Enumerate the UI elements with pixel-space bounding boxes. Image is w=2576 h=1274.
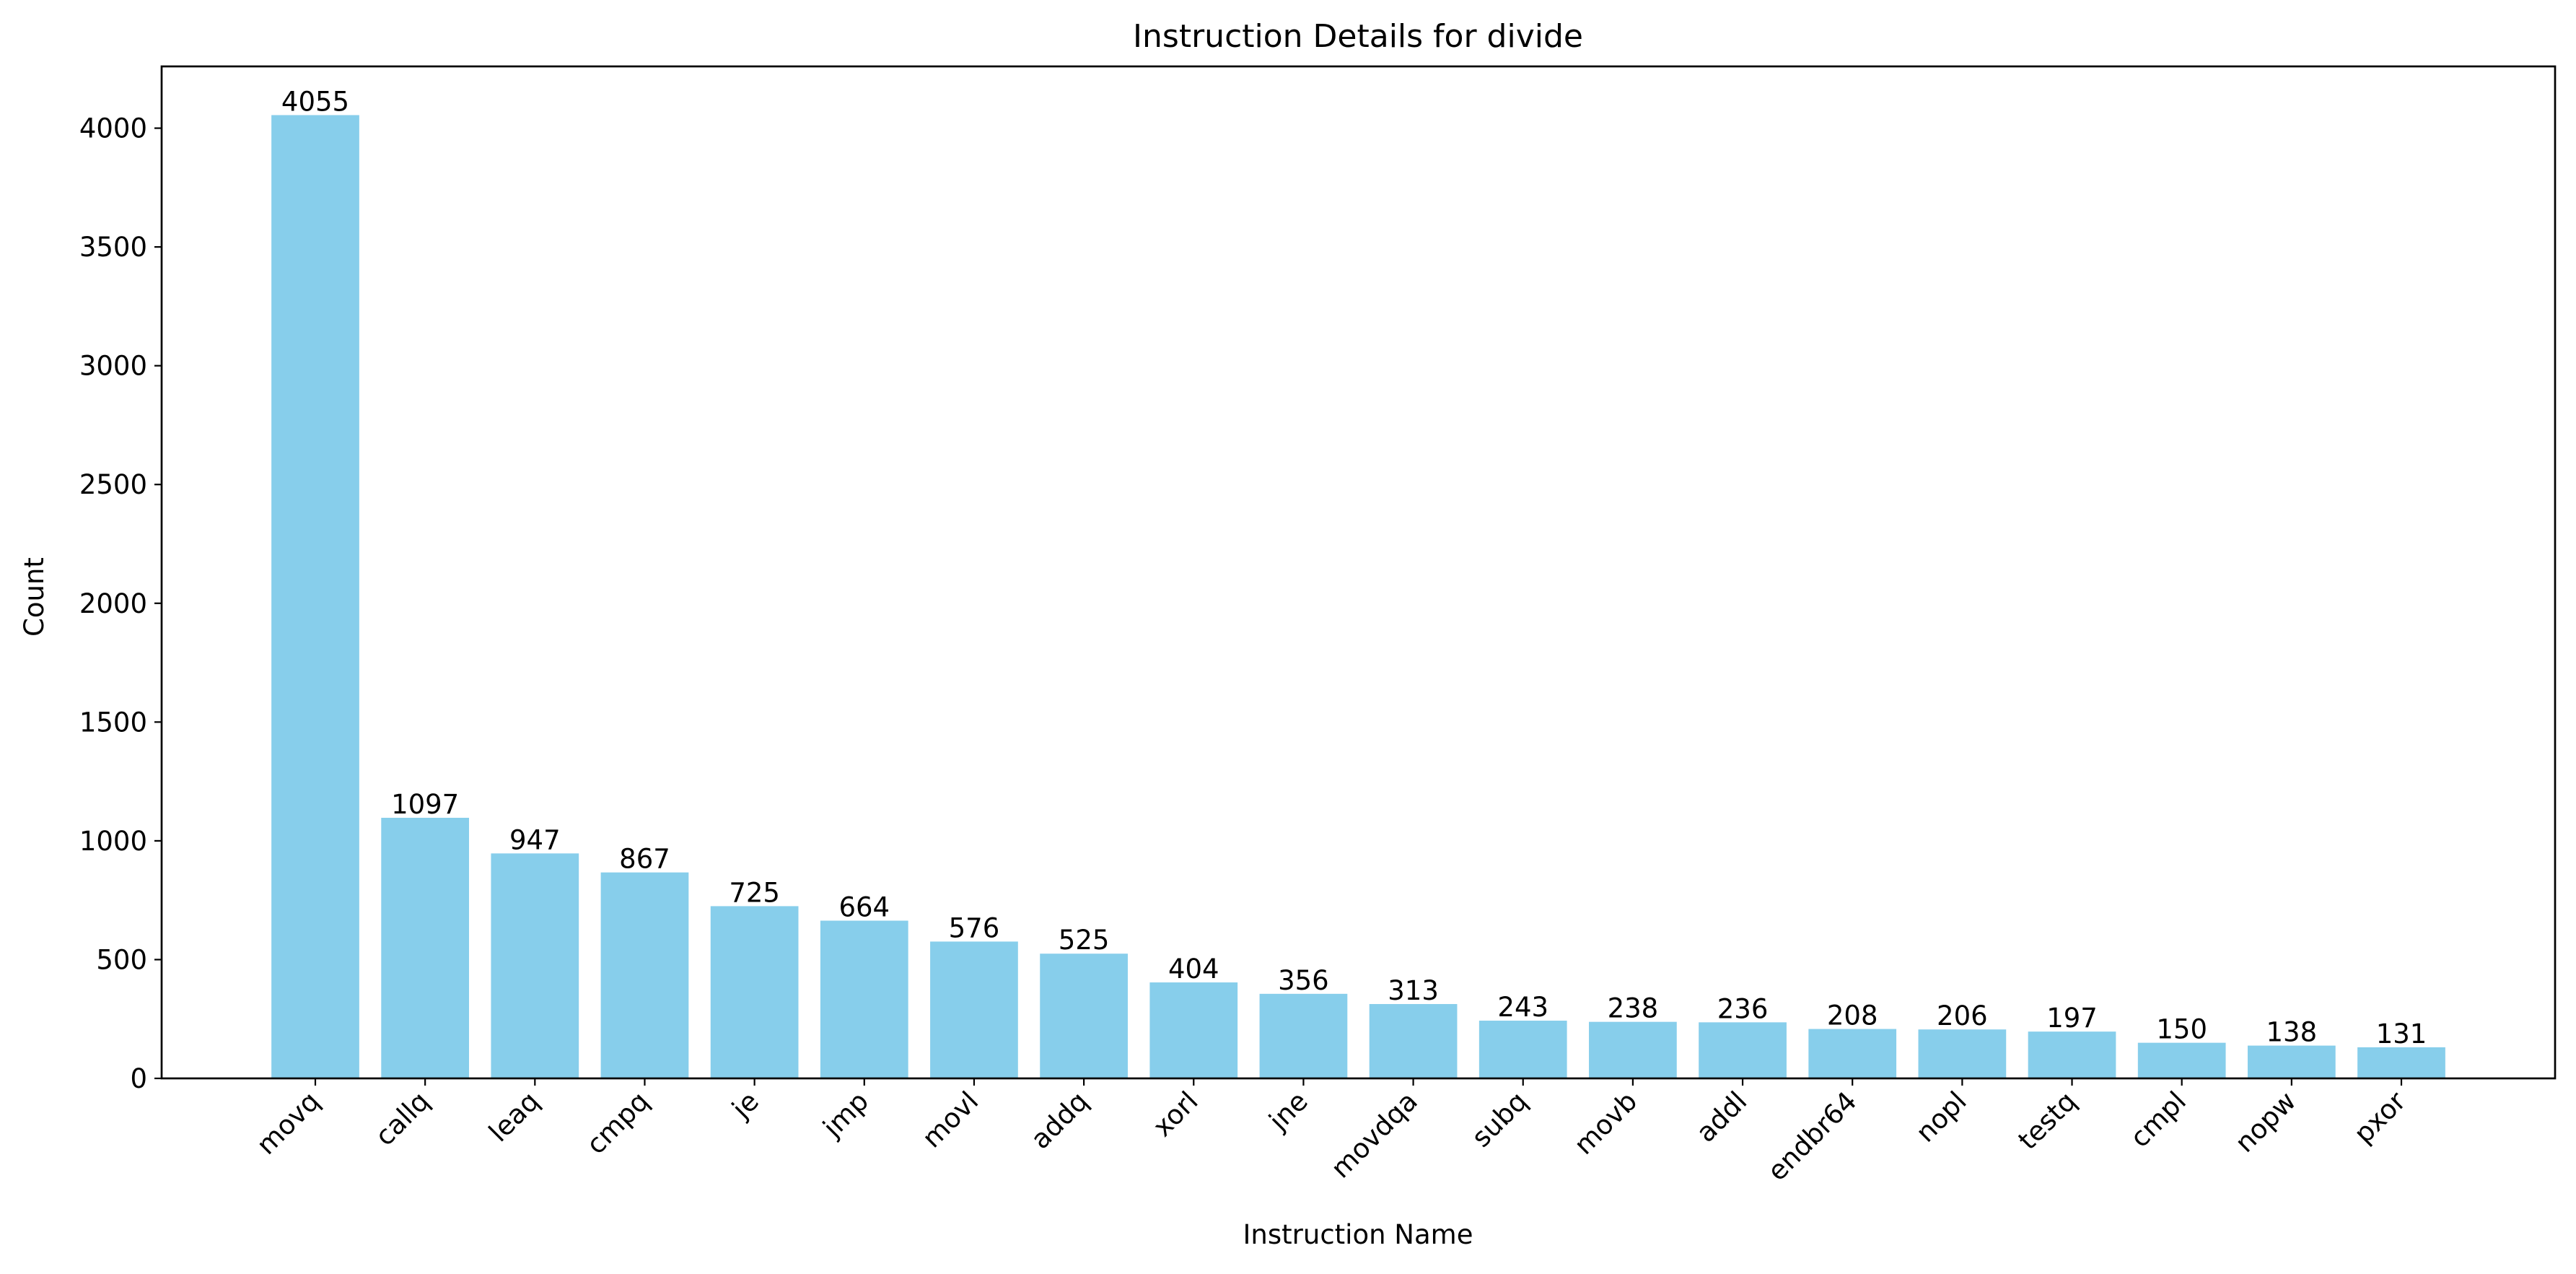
data-label-pxor: 131 — [2376, 1018, 2427, 1050]
x-tick-label-movl: movl — [916, 1086, 985, 1154]
x-tick-label-nopl: nopl — [1910, 1086, 1973, 1148]
data-label-callq: 1097 — [391, 789, 459, 820]
x-tick-label-endbr64: endbr64 — [1761, 1086, 1862, 1187]
plot-frame — [160, 65, 2557, 1080]
x-tick-label-cmpq: cmpq — [580, 1086, 654, 1160]
x-tick-label-movdqa: movdqa — [1325, 1086, 1424, 1184]
data-label-subq: 243 — [1497, 992, 1548, 1023]
bar-testq — [2028, 1031, 2116, 1078]
bar-nopl — [1918, 1029, 2007, 1078]
y-tick-label-2000: 2000 — [79, 588, 147, 619]
bar-pxor — [2357, 1047, 2445, 1078]
data-label-leaq: 947 — [509, 824, 561, 855]
x-tick-label-movb: movb — [1568, 1086, 1643, 1161]
y-axis: 0 500 1000 1500 2000 2500 3000 3500 4000 — [79, 113, 162, 1094]
data-label-jne: 356 — [1278, 965, 1329, 996]
bars-layer — [271, 115, 2445, 1078]
x-tick-label-addq: addq — [1025, 1086, 1094, 1155]
data-label-xorl: 404 — [1168, 954, 1219, 985]
bar-cmpq — [600, 872, 689, 1078]
x-tick-label-leaq: leaq — [483, 1086, 545, 1148]
bar-callq — [381, 817, 470, 1078]
bar-cmpl — [2137, 1042, 2226, 1078]
data-label-movl: 576 — [949, 912, 1000, 943]
data-label-addq: 525 — [1059, 925, 1110, 956]
bar-movdqa — [1369, 1003, 1458, 1078]
x-tick-label-xorl: xorl — [1147, 1086, 1204, 1143]
bar-je — [710, 906, 799, 1078]
data-label-je: 725 — [729, 877, 780, 908]
y-tick-label-1500: 1500 — [79, 707, 147, 738]
bar-xorl — [1149, 982, 1238, 1078]
y-axis-title: Count — [19, 557, 50, 637]
x-tick-label-cmpl: cmpl — [2124, 1086, 2192, 1153]
data-label-addl: 236 — [1717, 993, 1769, 1024]
x-tick-label-subq: subq — [1466, 1086, 1533, 1153]
bar-subq — [1478, 1021, 1567, 1078]
bar-addq — [1040, 954, 1128, 1078]
bar-jmp — [820, 920, 908, 1078]
chart-title: Instruction Details for divide — [1133, 18, 1583, 55]
x-tick-label-nopw: nopw — [2229, 1086, 2302, 1159]
bar-endbr64 — [1808, 1029, 1897, 1078]
bar-addl — [1699, 1022, 1787, 1078]
y-tick-label-3000: 3000 — [79, 351, 147, 382]
data-label-testq: 197 — [2046, 1003, 2098, 1034]
bar-movl — [930, 941, 1018, 1078]
y-tick-label-1000: 1000 — [79, 826, 147, 857]
x-axis: movq callq leaq cmpq je jmp movl addq xorl jne mov… — [250, 1078, 2412, 1187]
x-axis-title: Instruction Name — [1243, 1219, 1473, 1250]
x-tick-label-callq: callq — [369, 1086, 436, 1152]
data-label-movq: 4055 — [281, 86, 349, 117]
data-label-jmp: 664 — [838, 891, 890, 922]
y-tick-label-3500: 3500 — [79, 232, 147, 263]
x-tick-label-jne: jne — [1263, 1086, 1314, 1137]
y-tick-label-4000: 4000 — [79, 113, 147, 144]
x-tick-label-addl: addl — [1690, 1086, 1753, 1148]
bar-movq — [271, 115, 359, 1078]
bar-movb — [1589, 1021, 1677, 1078]
x-tick-label-je: je — [726, 1086, 765, 1125]
y-tick-label-500: 500 — [96, 944, 147, 975]
data-label-movb: 238 — [1608, 993, 1659, 1024]
data-labels-layer: 4055 1097 947 867 725 664 576 525 404 356 313 243 23… — [281, 86, 2427, 1049]
x-tick-label-movq: movq — [250, 1086, 325, 1161]
data-label-endbr64: 208 — [1827, 1000, 1878, 1031]
x-tick-label-jmp: jmp — [817, 1086, 875, 1143]
y-tick-label-0: 0 — [130, 1063, 147, 1094]
bar-leaq — [491, 853, 579, 1078]
bar-jne — [1259, 993, 1348, 1078]
bar-nopw — [2247, 1045, 2336, 1078]
data-label-cmpq: 867 — [619, 844, 670, 875]
data-label-nopw: 138 — [2266, 1017, 2318, 1048]
data-label-cmpl: 150 — [2156, 1014, 2207, 1045]
x-tick-label-testq: testq — [2012, 1086, 2082, 1156]
data-label-nopl: 206 — [1937, 1000, 1988, 1031]
data-label-movdqa: 313 — [1388, 975, 1439, 1006]
y-tick-label-2500: 2500 — [79, 469, 147, 500]
x-tick-label-pxor: pxor — [2348, 1085, 2412, 1149]
